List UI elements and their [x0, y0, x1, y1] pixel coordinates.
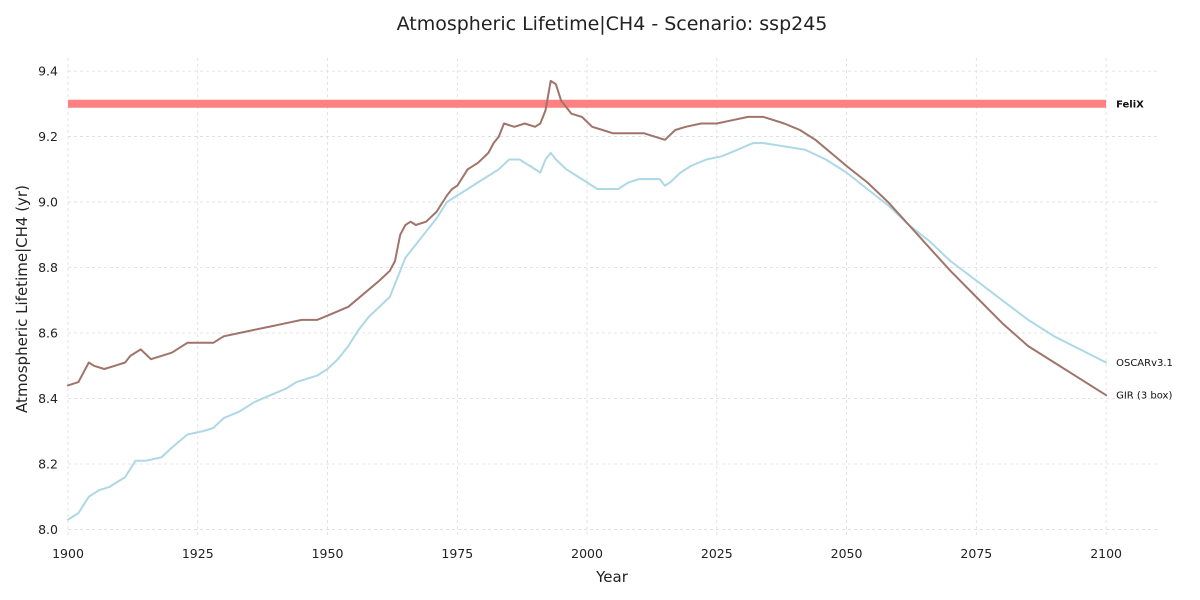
- series-label-felix: FeliX: [1116, 99, 1144, 110]
- y-tick-label: 8.0: [38, 522, 58, 537]
- x-tick-label: 2025: [701, 546, 733, 561]
- x-tick-label: 2100: [1090, 546, 1122, 561]
- series-label-gir-3-box: GIR (3 box): [1116, 391, 1172, 402]
- series-labels: FeliX OSCARv3.1 GIR (3 box): [1116, 99, 1173, 401]
- y-axis-ticks: 8.0 8.2 8.4 8.6 8.8 9.0 9.2 9.4: [38, 64, 58, 537]
- chart-title: Atmospheric Lifetime|CH4 - Scenario: ssp…: [397, 13, 828, 35]
- y-tick-label: 9.2: [38, 129, 58, 144]
- y-tick-label: 8.8: [38, 260, 58, 275]
- series-lines: [67, 79, 1108, 521]
- x-tick-label: 1900: [52, 546, 84, 561]
- x-tick-label: 1950: [312, 546, 344, 561]
- series-label-oscarv3-1: OSCARv3.1: [1116, 358, 1173, 369]
- grid: [67, 58, 1158, 536]
- x-tick-label: 2075: [960, 546, 992, 561]
- y-tick-label: 8.4: [38, 391, 58, 406]
- y-tick-label: 8.2: [38, 456, 58, 471]
- x-axis-label: Year: [595, 568, 629, 586]
- y-tick-label: 9.0: [38, 195, 58, 210]
- y-tick-label: 9.4: [38, 64, 58, 79]
- x-tick-label: 1975: [441, 546, 473, 561]
- x-axis-ticks: 1900 1925 1950 1975 2000 2025 2050 2075 2100: [52, 546, 1122, 561]
- y-tick-label: 8.6: [38, 326, 58, 341]
- x-tick-label: 2050: [831, 546, 863, 561]
- series-line-oscarv3-1: [67, 142, 1108, 521]
- x-tick-label: 1925: [182, 546, 214, 561]
- series-line-gir-3-box: [67, 79, 1108, 397]
- y-axis-label: Atmospheric Lifetime|CH4 (yr): [13, 185, 31, 413]
- x-tick-label: 2000: [571, 546, 603, 561]
